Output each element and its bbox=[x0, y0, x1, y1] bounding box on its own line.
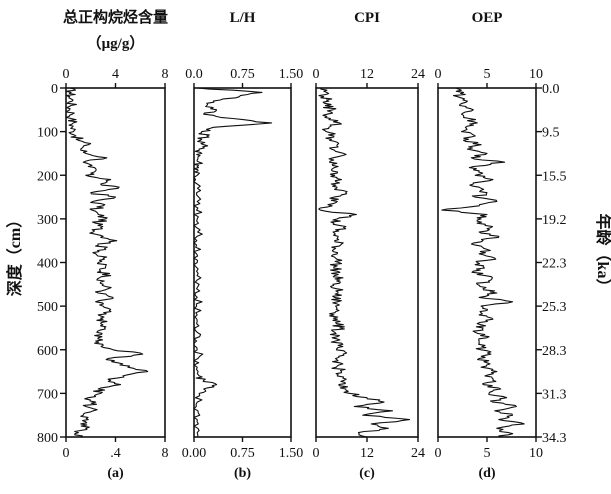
bottom-tick-label: 24 bbox=[411, 446, 425, 461]
panel-title: L/H bbox=[230, 10, 256, 26]
depth-tick-label: 700 bbox=[37, 387, 58, 402]
top-tick-label: 0 bbox=[63, 67, 70, 82]
age-axis: 0.0 9.5 15.5 19.2 22.3 25.3 28.3 31.3 34.3 bbox=[536, 82, 567, 446]
panel-1: L/H 0.0 0.75 1.50 0.00 0.75 1.50 (b) bbox=[182, 10, 304, 481]
profile-trace-0 bbox=[65, 87, 149, 438]
panel-3: OEP 0 5 10 0 5 10 (d) bbox=[435, 10, 544, 481]
panel-title: OEP bbox=[472, 10, 503, 26]
top-tick-label: 1.50 bbox=[279, 67, 304, 82]
age-tick-label: 34.3 bbox=[542, 431, 567, 446]
top-tick-label: 12 bbox=[360, 67, 374, 82]
panel-title: CPI bbox=[354, 10, 380, 26]
bottom-tick-label: 8 bbox=[162, 446, 169, 461]
profile-trace-3 bbox=[441, 87, 525, 438]
age-tick-label: 28.3 bbox=[542, 344, 567, 359]
top-tick-label: 0 bbox=[435, 67, 442, 82]
profile-trace-1 bbox=[193, 87, 273, 438]
age-tick-label: 9.5 bbox=[542, 126, 560, 141]
depth-tick-label: 200 bbox=[37, 169, 58, 184]
bottom-tick-label: 12 bbox=[360, 446, 374, 461]
depth-axis: 0 100 200 300 400 500 600 700 800 bbox=[37, 82, 66, 446]
age-tick-label: 25.3 bbox=[542, 300, 567, 315]
bottom-tick-label: 5 bbox=[484, 446, 491, 461]
depth-tick-label: 0 bbox=[51, 82, 58, 97]
depth-tick-label: 100 bbox=[37, 126, 58, 141]
top-tick-label: 0 bbox=[313, 67, 320, 82]
bottom-tick-label: 0 bbox=[435, 446, 442, 461]
bottom-tick-label: 0.75 bbox=[230, 446, 255, 461]
top-tick-label: 24 bbox=[411, 67, 425, 82]
panels: 总正构烷烃含量 （μg/g） 0 4 8 0 .4 8 (a) L/H 0.0 0.75 1.50 0.0… bbox=[63, 8, 544, 481]
top-tick-label: 0.0 bbox=[185, 67, 203, 82]
age-tick-label: 0.0 bbox=[542, 82, 560, 97]
depth-tick-label: 600 bbox=[37, 344, 58, 359]
bottom-tick-label: 10 bbox=[529, 446, 543, 461]
panel-frame bbox=[65, 87, 166, 438]
age-axis-title: 年龄（ka） bbox=[594, 214, 611, 295]
depth-tick-label: 400 bbox=[37, 257, 58, 272]
panel-label: (b) bbox=[234, 466, 251, 481]
top-tick-label: 8 bbox=[162, 67, 169, 82]
top-tick-label: 4 bbox=[112, 67, 119, 82]
depth-tick-label: 800 bbox=[37, 431, 58, 446]
age-tick-label: 19.2 bbox=[542, 213, 567, 228]
panel-title: 总正构烷烃含量 bbox=[63, 8, 168, 26]
panel-label: (a) bbox=[107, 466, 124, 481]
depth-tick-label: 500 bbox=[37, 300, 58, 315]
top-tick-label: 10 bbox=[529, 67, 543, 82]
depth-tick-label: 300 bbox=[37, 213, 58, 228]
panel-0: 总正构烷烃含量 （μg/g） 0 4 8 0 .4 8 (a) bbox=[63, 8, 169, 481]
panel-label: (d) bbox=[478, 466, 495, 481]
panel-label: (c) bbox=[359, 466, 375, 481]
panel-2: CPI 0 12 24 0 12 24 (c) bbox=[313, 10, 426, 481]
age-tick-label: 15.5 bbox=[542, 169, 567, 184]
bottom-tick-label: 0.00 bbox=[182, 446, 207, 461]
panel-frame bbox=[193, 87, 292, 438]
depth-axis-title: 深度（cm） bbox=[5, 212, 24, 296]
panel-unit: （μg/g） bbox=[87, 34, 145, 52]
top-tick-label: 5 bbox=[484, 67, 491, 82]
top-tick-label: 0.75 bbox=[230, 67, 255, 82]
age-tick-label: 31.3 bbox=[542, 387, 567, 402]
bottom-tick-label: 0 bbox=[313, 446, 320, 461]
age-tick-label: 22.3 bbox=[542, 257, 567, 272]
bottom-tick-label: 0 bbox=[63, 446, 70, 461]
bottom-tick-label: 1.50 bbox=[279, 446, 304, 461]
profile-trace-2 bbox=[318, 87, 411, 438]
bottom-tick-label: .4 bbox=[110, 446, 121, 461]
